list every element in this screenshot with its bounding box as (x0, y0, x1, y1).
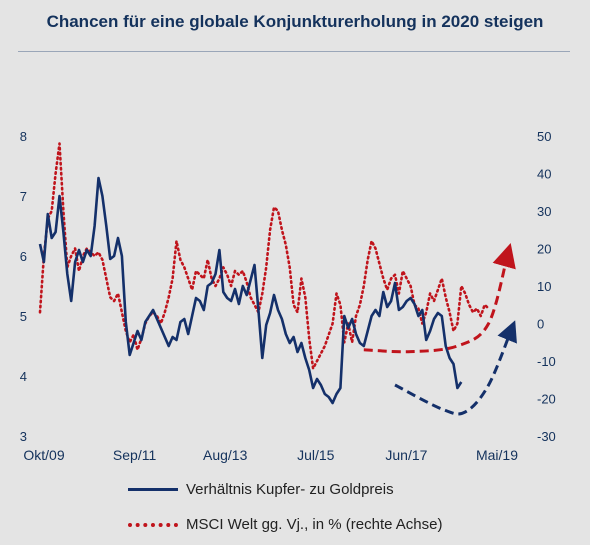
right-axis-tick-label: 10 (537, 279, 551, 294)
title-divider (18, 51, 570, 52)
x-axis-tick-label: Okt/09 (23, 447, 64, 463)
right-axis-tick-label: -10 (537, 354, 556, 369)
right-axis-tick-label: -20 (537, 392, 556, 407)
legend-label-copper-gold: Verhältnis Kupfer- zu Goldpreis (186, 481, 394, 498)
x-axis-tick-label: Aug/13 (203, 447, 248, 463)
right-axis-tick-label: 0 (537, 317, 544, 332)
copper-gold-forecast-arrow (394, 320, 517, 416)
left-axis-tick-label: 4 (20, 369, 27, 384)
left-axis-tick-label: 6 (20, 249, 27, 264)
left-axis-tick-label: 5 (20, 309, 27, 324)
legend-item-msci: MSCI Welt gg. Vj., in % (rechte Achse) (128, 516, 442, 533)
legend-swatch-solid-navy (128, 488, 178, 491)
forecast-layer (363, 243, 517, 416)
series-layer (38, 142, 490, 405)
legend-swatch-dotted-red (128, 522, 178, 527)
x-axis-tick-label: Jun/17 (385, 447, 427, 463)
right-axis-tick-label: 50 (537, 129, 551, 144)
legend-item-copper-gold: Verhältnis Kupfer- zu Goldpreis (128, 481, 394, 498)
right-axis-tick-label: 20 (537, 242, 551, 257)
right-axis-tick-label: -30 (537, 429, 556, 444)
right-axis-ticks: -30 -20 -10 0 10 20 30 40 50 (537, 129, 556, 444)
x-axis-tick-label: Jul/15 (297, 447, 335, 463)
chart-title: Chancen für eine globale Konjunkturerhol… (46, 12, 544, 31)
left-axis-tick-label: 7 (20, 189, 27, 204)
msci-forecast-arrow (363, 243, 516, 354)
legend-label-msci: MSCI Welt gg. Vj., in % (rechte Achse) (186, 516, 443, 533)
copper-gold-ratio-line (38, 176, 463, 405)
right-axis-tick-label: 40 (537, 167, 551, 182)
x-axis-ticks: Okt/09 Sep/11 Aug/13 Jul/15 Jun/17 Mai/19 (23, 447, 518, 463)
x-axis-tick-label: Mai/19 (476, 447, 518, 463)
left-axis-tick-label: 3 (20, 429, 27, 444)
left-axis-tick-label: 8 (20, 129, 27, 144)
line-chart: 3 4 5 6 7 8 -30 -20 -10 0 10 20 30 40 50 Okt/09 Sep/11… (20, 129, 556, 463)
right-axis-tick-label: 30 (537, 204, 551, 219)
left-axis-ticks: 3 4 5 6 7 8 (20, 129, 27, 444)
x-axis-tick-label: Sep/11 (113, 447, 157, 463)
